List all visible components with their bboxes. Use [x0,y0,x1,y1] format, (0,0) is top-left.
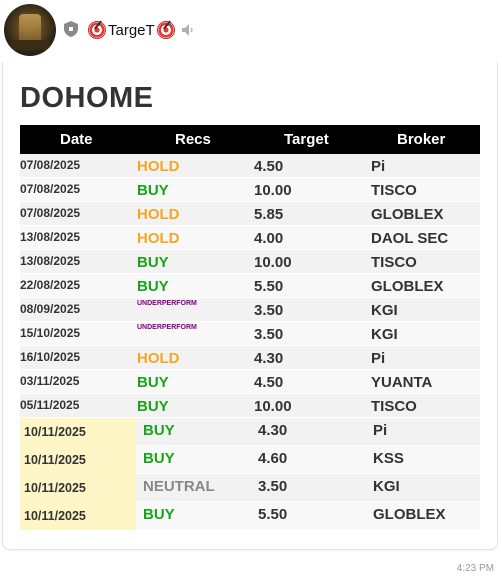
broker-cell: Pi [373,422,388,439]
target-cell: 10.00 [254,254,292,271]
table-header: Date Recs Target Broker [20,125,480,154]
date-cell: 10/11/2025 [24,481,86,495]
date-cell: 03/11/2025 [20,374,80,388]
highlighted-date-background [20,502,136,530]
target-cell: 4.50 [254,158,284,175]
broker-cell: YUANTA [371,374,433,391]
column-header-date: Date [60,131,93,148]
table-row: 07/08/2025 HOLD 4.50 Pi [20,154,480,178]
rec-cell: BUY [137,278,169,295]
highlighted-date-background [20,418,136,446]
date-cell: 05/11/2025 [20,398,80,412]
target-cell: 4.30 [258,422,288,439]
shield-icon [64,21,78,37]
target-cell: 4.60 [258,450,288,467]
rec-cell: HOLD [137,230,180,247]
table-row-highlighted: 10/11/2025 BUY 5.50 GLOBLEX [20,502,480,530]
table-row: 05/11/2025 BUY 10.00 TISCO [20,394,480,418]
target-cell: 10.00 [254,182,292,199]
rec-cell: BUY [143,506,175,523]
stock-title: DOHOME [20,82,154,114]
rec-cell: BUY [143,450,175,467]
avatar[interactable] [4,4,56,56]
table-row: 13/08/2025 HOLD 4.00 DAOL SEC [20,226,480,250]
broker-cell: KGI [371,326,398,343]
broker-cell: GLOBLEX [371,206,444,223]
table-row: 07/08/2025 BUY 10.00 TISCO [20,178,480,202]
broker-cell: Pi [371,158,386,175]
broker-cell: Pi [371,350,386,367]
column-header-recs: Recs [175,131,211,148]
broker-cell: GLOBLEX [373,506,446,523]
date-cell: 07/08/2025 [20,182,81,196]
recommendation-table: Date Recs Target Broker 07/08/2025 HOLD 4.… [20,125,480,530]
target-cell: 3.50 [258,478,288,495]
date-cell: 07/08/2025 [20,206,81,220]
target-cell: 10.00 [254,398,292,415]
target-cell: 3.50 [254,326,284,343]
target-cell: 5.50 [258,506,288,523]
table-row: 22/08/2025 BUY 5.50 GLOBLEX [20,274,480,298]
target-cell: 5.50 [254,278,284,295]
table-row: 15/10/2025 UNDERPERFORM 3.50 KGI [20,322,480,346]
target-emoji-icon [156,21,175,39]
chat-header: TargeT [0,0,502,60]
broker-cell: KGI [373,478,400,495]
date-cell: 10/11/2025 [24,425,86,439]
sender-name[interactable]: TargeT [88,20,195,40]
column-header-broker: Broker [397,131,446,148]
date-cell: 10/11/2025 [24,509,86,523]
target-cell: 4.00 [254,230,284,247]
rec-cell: UNDERPERFORM [137,300,197,307]
broker-cell: TISCO [371,254,417,271]
date-cell: 08/09/2025 [20,302,81,316]
rec-cell: BUY [137,182,169,199]
date-cell: 22/08/2025 [20,278,81,292]
message-time: 4:23 PM [456,563,494,574]
broker-cell: GLOBLEX [371,278,444,295]
rec-cell: UNDERPERFORM [137,324,197,331]
broker-cell: KGI [371,302,398,319]
target-cell: 4.50 [254,374,284,391]
highlighted-date-background [20,446,136,474]
column-header-target: Target [284,131,329,148]
target-cell: 4.30 [254,350,284,367]
target-emoji-icon [88,21,106,39]
avatar-base-shape [10,40,50,50]
broker-cell: TISCO [371,182,417,199]
date-cell: 13/08/2025 [20,254,81,268]
rec-cell: HOLD [137,350,180,367]
broker-cell: DAOL SEC [371,230,449,247]
date-cell: 16/10/2025 [20,350,81,364]
rec-cell: BUY [137,374,169,391]
rec-cell: BUY [143,422,175,439]
table-row: 16/10/2025 HOLD 4.30 Pi [20,346,480,370]
target-cell: 3.50 [254,302,284,319]
date-cell: 07/08/2025 [20,158,81,172]
rec-cell: HOLD [137,158,180,175]
table-row: 08/09/2025 UNDERPERFORM 3.50 KGI [20,298,480,322]
date-cell: 10/11/2025 [24,453,86,467]
table-body: 07/08/2025 HOLD 4.50 Pi 07/08/2025 BUY 10.00 TI… [20,154,480,530]
table-row-highlighted: 10/11/2025 BUY 4.30 Pi [20,418,480,446]
highlighted-date-background [20,474,136,502]
table-row-highlighted: 10/11/2025 NEUTRAL 3.50 KGI [20,474,480,502]
date-cell: 15/10/2025 [20,326,81,340]
rec-cell: BUY [137,398,169,415]
date-cell: 13/08/2025 [20,230,81,244]
rec-cell: BUY [137,254,169,271]
broker-cell: KSS [373,450,404,467]
speaker-muted-icon[interactable] [181,23,195,37]
table-row: 03/11/2025 BUY 4.50 YUANTA [20,370,480,394]
table-row: 13/08/2025 BUY 10.00 TISCO [20,250,480,274]
sender-name-text: TargeT [108,21,155,39]
avatar-tower-shape [19,14,41,44]
rec-cell: NEUTRAL [143,478,215,495]
table-row: 07/08/2025 HOLD 5.85 GLOBLEX [20,202,480,226]
rec-cell: HOLD [137,206,180,223]
broker-cell: TISCO [371,398,417,415]
target-cell: 5.85 [254,206,284,223]
table-row-highlighted: 10/11/2025 BUY 4.60 KSS [20,446,480,474]
